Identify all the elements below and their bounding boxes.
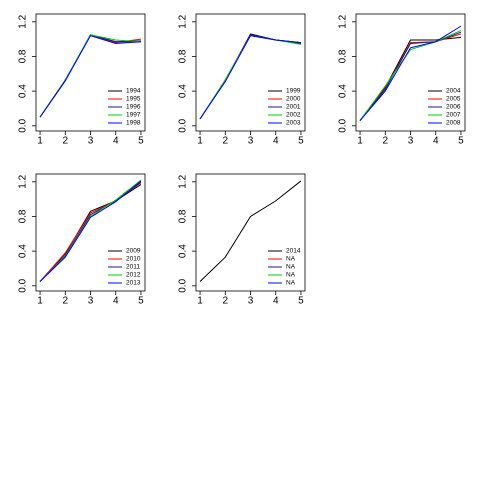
y-tick-label: 0.4 bbox=[338, 84, 349, 98]
series-line bbox=[39, 35, 141, 118]
legend-label: 1998 bbox=[126, 120, 141, 127]
x-tick-label: 3 bbox=[408, 136, 414, 147]
legend-label: NA bbox=[286, 264, 296, 271]
legend-label: NA bbox=[286, 272, 296, 279]
legend-label: NA bbox=[286, 280, 296, 287]
y-tick-label: 0.0 bbox=[178, 278, 189, 292]
x-tick-label: 5 bbox=[458, 136, 464, 147]
x-tick-label: 4 bbox=[113, 136, 119, 147]
y-tick-label: 0.0 bbox=[18, 118, 29, 132]
legend-label: NA bbox=[286, 256, 296, 263]
legend-label: 2014 bbox=[286, 248, 301, 255]
x-tick-label: 2 bbox=[62, 296, 68, 307]
legend-label: 2002 bbox=[286, 112, 301, 119]
legend-label: 2003 bbox=[286, 120, 301, 127]
legend-label: 2000 bbox=[286, 96, 301, 103]
y-tick-label: 0.4 bbox=[178, 84, 189, 98]
x-tick-label: 4 bbox=[273, 136, 279, 147]
legend-label: 1996 bbox=[126, 104, 141, 111]
y-tick-label: 0.8 bbox=[338, 49, 349, 63]
legend-label: 2009 bbox=[126, 248, 141, 255]
series-line bbox=[359, 25, 462, 121]
y-tick-label: 0.8 bbox=[18, 209, 29, 223]
x-tick-label: 3 bbox=[88, 136, 94, 147]
x-tick-label: 5 bbox=[138, 296, 144, 307]
y-tick-label: 0.8 bbox=[18, 49, 29, 63]
x-tick-label: 3 bbox=[88, 296, 94, 307]
series-line bbox=[359, 30, 462, 121]
x-tick-label: 2 bbox=[222, 296, 228, 307]
x-tick-label: 4 bbox=[113, 296, 119, 307]
y-tick-label: 0.0 bbox=[178, 118, 189, 132]
x-tick-label: 5 bbox=[298, 136, 304, 147]
y-tick-label: 1.2 bbox=[178, 174, 189, 188]
series-line bbox=[359, 31, 462, 121]
legend-label: 1994 bbox=[126, 88, 141, 95]
x-tick-label: 2 bbox=[62, 136, 68, 147]
x-tick-label: 1 bbox=[357, 136, 363, 147]
x-tick-label: 5 bbox=[298, 296, 304, 307]
legend-label: 2010 bbox=[126, 256, 141, 263]
x-tick-label: 3 bbox=[248, 136, 254, 147]
y-tick-label: 0.0 bbox=[338, 118, 349, 132]
y-tick-label: 0.4 bbox=[18, 84, 29, 98]
legend-label: 2007 bbox=[446, 112, 461, 119]
legend-label: 1997 bbox=[126, 112, 141, 119]
x-tick-label: 1 bbox=[197, 136, 203, 147]
x-tick-label: 4 bbox=[273, 296, 279, 307]
series-line bbox=[199, 35, 302, 120]
x-tick-label: 1 bbox=[37, 296, 43, 307]
y-tick-label: 1.2 bbox=[18, 174, 29, 188]
y-tick-label: 1.2 bbox=[338, 14, 349, 28]
y-tick-label: 0.0 bbox=[18, 278, 29, 292]
series-line bbox=[199, 180, 302, 282]
series-line bbox=[39, 180, 142, 282]
y-tick-label: 0.8 bbox=[178, 49, 189, 63]
y-tick-label: 0.4 bbox=[18, 244, 29, 258]
y-tick-label: 1.2 bbox=[178, 14, 189, 28]
legend-label: 1995 bbox=[126, 96, 141, 103]
x-tick-label: 4 bbox=[433, 136, 439, 147]
legend-label: 1999 bbox=[286, 88, 301, 95]
legend-label: 2005 bbox=[446, 96, 461, 103]
legend-label: 2008 bbox=[446, 120, 461, 127]
legend-label: 2006 bbox=[446, 104, 461, 111]
x-tick-label: 2 bbox=[382, 136, 388, 147]
legend-label: 2004 bbox=[446, 88, 461, 95]
legend-label: 2001 bbox=[286, 104, 301, 111]
x-tick-label: 2 bbox=[222, 136, 228, 147]
y-tick-label: 0.4 bbox=[178, 244, 189, 258]
x-tick-label: 5 bbox=[138, 136, 144, 147]
legend-label: 2013 bbox=[126, 280, 141, 287]
x-tick-label: 3 bbox=[248, 296, 254, 307]
y-tick-label: 0.8 bbox=[178, 209, 189, 223]
x-tick-label: 1 bbox=[37, 136, 43, 147]
legend-label: 2012 bbox=[126, 272, 141, 279]
legend-label: 2011 bbox=[126, 264, 140, 271]
y-tick-label: 1.2 bbox=[18, 14, 29, 28]
x-tick-label: 1 bbox=[197, 296, 203, 307]
